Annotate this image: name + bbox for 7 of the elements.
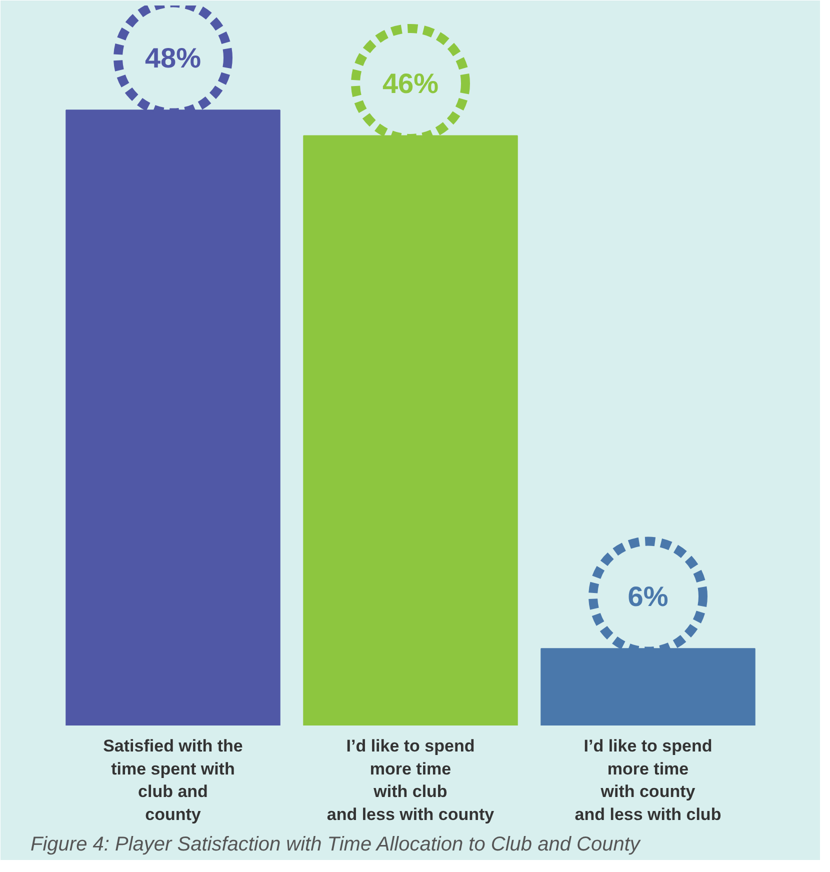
x-tick-label: I’d like to spend more time with club and less with county: [326, 736, 495, 824]
data-label: 46%: [382, 68, 439, 99]
data-label: 6%: [628, 580, 668, 612]
x-tick-label: Satisfied with the time spent with club and county: [103, 736, 243, 824]
caption: Figure 4: Player Satisfaction with Time Allocation to Club and County: [30, 834, 641, 856]
x-tick-label: I’d like to spend more time with county and less with club: [574, 736, 722, 824]
data-label: 48%: [144, 42, 202, 74]
